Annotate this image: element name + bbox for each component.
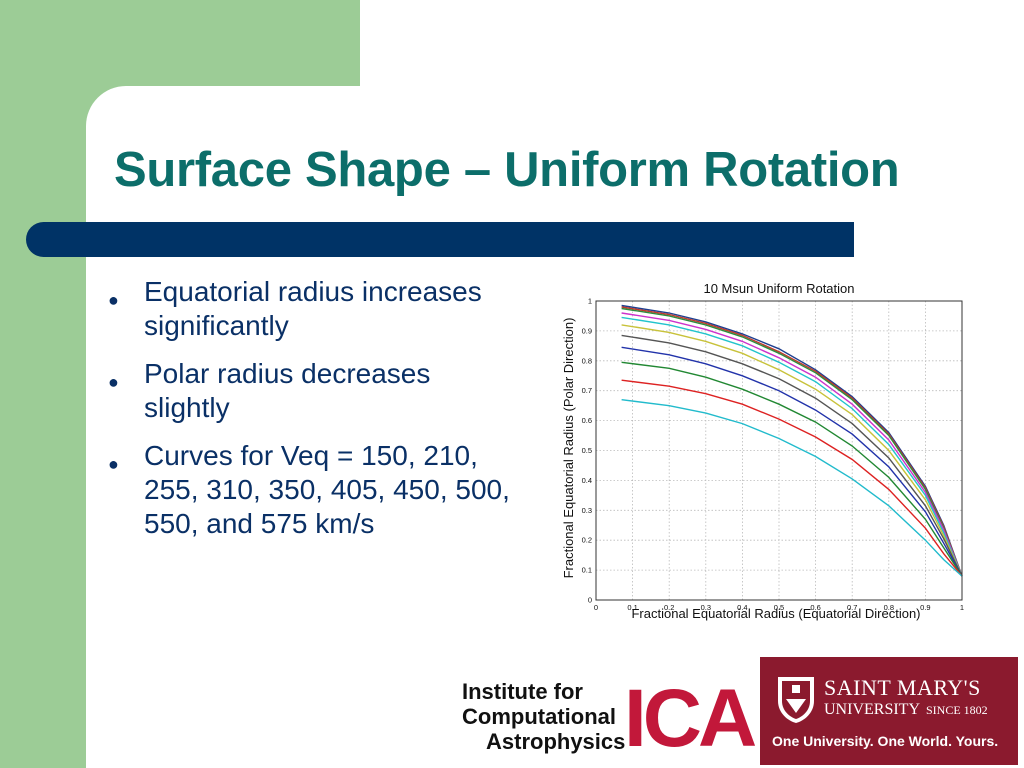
bullet-text: Curves for Veq = 150, 210, 255, 310, 350… bbox=[144, 440, 510, 539]
chart-series-line-8 bbox=[621, 346, 963, 577]
chart-y-tick-label: 0.1 bbox=[582, 566, 592, 575]
ica-logo-line: Computational bbox=[462, 704, 616, 729]
chart-plot-frame bbox=[595, 300, 963, 601]
chart-x-tick-label: 0.1 bbox=[627, 603, 637, 612]
chart-x-tick-label: 0.8 bbox=[884, 603, 894, 612]
chart-series-group bbox=[621, 304, 963, 577]
smu-logo: SAINT MARY'S UNIVERSITY SINCE 1802 One Un… bbox=[760, 657, 1018, 765]
bullet-dot-icon: ● bbox=[108, 454, 119, 474]
slide-title: Surface Shape – Uniform Rotation bbox=[114, 143, 900, 197]
chart-grid bbox=[596, 301, 962, 600]
chart-x-tick-label: 0.4 bbox=[737, 603, 747, 612]
chart-y-tick-label: 0.7 bbox=[582, 386, 592, 395]
chart-y-tick-label: 0.4 bbox=[582, 476, 592, 485]
chart-x-tick-label: 0.3 bbox=[701, 603, 711, 612]
chart-y-tick-label: 0 bbox=[588, 596, 592, 605]
title-underline-bar bbox=[26, 222, 854, 257]
bullet-dot-icon: ● bbox=[108, 372, 119, 392]
chart-series-line-10 bbox=[621, 379, 963, 577]
bullet-list: ● Equatorial radius increases significant… bbox=[104, 275, 514, 555]
chart-series-line-2 bbox=[621, 306, 963, 577]
chart-series-line-5 bbox=[621, 316, 963, 577]
bullet-text: Equatorial radius increases significantl… bbox=[144, 276, 482, 341]
bullet-text: Polar radius decreases slightly bbox=[144, 358, 431, 423]
chart-y-tick-label: 0.2 bbox=[582, 536, 592, 545]
chart-y-axis-label: Fractional Equatorial Radius (Polar Dire… bbox=[561, 318, 576, 579]
chart-x-tick-label: 0.7 bbox=[847, 603, 857, 612]
chart-series-line-6 bbox=[621, 324, 963, 577]
chart-y-tick-label: 0.5 bbox=[582, 446, 592, 455]
bullet-item: ● Polar radius decreases slightly bbox=[104, 357, 514, 425]
chart-series-line-4 bbox=[621, 312, 963, 577]
chart-tick-labels: 0 0.1 0.2 0.3 0.4 0.5 0.6 0.7 0.8 0.9 1 0 0.1 0.2 0.3 0… bbox=[582, 297, 965, 613]
chart-y-tick-label: 0.9 bbox=[582, 326, 592, 335]
chart-series-line-3 bbox=[621, 307, 963, 577]
surface-shape-chart: 10 Msun Uniform Rotation Fractional Equa… bbox=[561, 281, 965, 621]
ica-logo-line: Institute for bbox=[462, 679, 583, 704]
chart-x-tick-label: 0.6 bbox=[810, 603, 820, 612]
chart-x-tick-label: 1 bbox=[960, 603, 964, 612]
smu-tagline: One University. One World. Yours. bbox=[772, 733, 999, 749]
content-panel bbox=[86, 86, 1024, 768]
smu-crest-icon bbox=[778, 677, 814, 723]
bullet-item: ● Equatorial radius increases significant… bbox=[104, 275, 514, 343]
chart-x-tick-label: 0.5 bbox=[774, 603, 784, 612]
chart-series-line-11 bbox=[621, 399, 963, 577]
chart-series-line-1 bbox=[621, 304, 963, 577]
ica-logo-line: Astrophysics bbox=[486, 729, 626, 754]
chart-x-tick-label: 0.2 bbox=[664, 603, 674, 612]
bullet-dot-icon: ● bbox=[108, 290, 119, 310]
chart-x-tick-label: 0 bbox=[594, 603, 598, 612]
ica-logo-mark: ICA bbox=[624, 673, 757, 764]
smu-since: SINCE 1802 bbox=[926, 703, 988, 717]
chart-y-tick-label: 0.6 bbox=[582, 416, 592, 425]
chart-y-tick-label: 0.3 bbox=[582, 506, 592, 515]
smu-university: UNIVERSITY bbox=[824, 701, 920, 718]
chart-y-tick-label: 0.8 bbox=[582, 356, 592, 365]
chart-series-line-9 bbox=[621, 361, 963, 577]
ica-logo: Institute for Computational Astrophysics… bbox=[458, 674, 758, 760]
chart-title: 10 Msun Uniform Rotation bbox=[703, 281, 854, 296]
chart-x-axis-label: Fractional Equatorial Radius (Equatorial… bbox=[631, 606, 920, 621]
chart-x-tick-label: 0.9 bbox=[920, 603, 930, 612]
chart-series-line-7 bbox=[621, 334, 963, 577]
smu-name: SAINT MARY'S bbox=[824, 675, 981, 700]
chart-y-tick-label: 1 bbox=[588, 297, 592, 306]
smu-university-line: UNIVERSITY SINCE 1802 bbox=[824, 701, 988, 719]
bullet-item: ● Curves for Veq = 150, 210, 255, 310, 35… bbox=[104, 439, 514, 541]
